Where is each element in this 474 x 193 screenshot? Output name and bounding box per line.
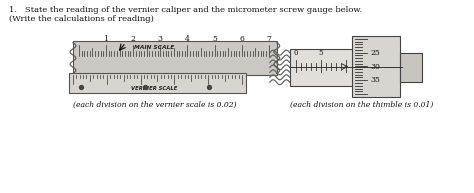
Text: 35: 35 — [370, 76, 380, 85]
Text: 1.   State the reading of the vernier caliper and the micrometer screw gauge bel: 1. State the reading of the vernier cali… — [9, 6, 363, 14]
Text: MAIN SCALE: MAIN SCALE — [134, 45, 174, 50]
Text: (Write the calculations of reading): (Write the calculations of reading) — [9, 15, 154, 23]
Text: 2: 2 — [131, 35, 136, 42]
Text: 0: 0 — [293, 49, 298, 57]
Bar — [400, 53, 422, 82]
Text: 30: 30 — [370, 63, 380, 71]
Text: (each division on the thimble is 0.01): (each division on the thimble is 0.01) — [290, 101, 434, 109]
Text: 5: 5 — [319, 49, 323, 57]
Text: 4: 4 — [185, 35, 190, 42]
Bar — [69, 73, 246, 93]
Text: 3: 3 — [158, 35, 163, 42]
Text: 5: 5 — [212, 35, 217, 42]
Bar — [352, 36, 400, 97]
Bar — [73, 41, 277, 75]
Text: 7: 7 — [266, 35, 271, 42]
Text: VERNIER SCALE: VERNIER SCALE — [131, 86, 177, 91]
Text: 1: 1 — [104, 35, 109, 42]
Bar — [290, 49, 354, 86]
Text: (each division on the vernier scale is 0.02): (each division on the vernier scale is 0… — [73, 101, 237, 109]
Text: 25: 25 — [370, 49, 380, 57]
Text: 6: 6 — [239, 35, 244, 42]
